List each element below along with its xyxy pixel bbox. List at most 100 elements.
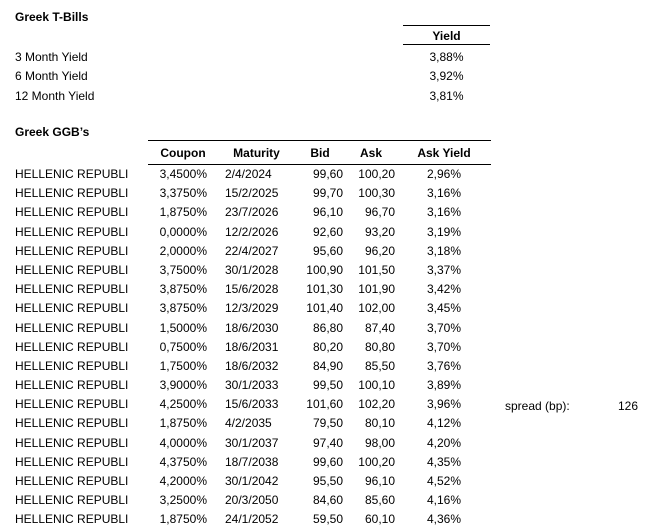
bond-bid: 84,90 (312, 358, 343, 373)
bond-bid: 99,60 (312, 167, 343, 181)
bond-ask-yield: 3,70% (426, 320, 462, 335)
bond-row: HELLENIC REPUBLI 1,8750% 4/2/2035 79,50 … (15, 414, 491, 433)
bond-bid: 100,90 (306, 262, 343, 277)
bond-maturity: 15/2/2025 (225, 186, 279, 201)
bond-ask-yield: 3,42% (426, 282, 462, 297)
tbill-row: 6 Month Yield 3,92% (0, 67, 653, 86)
bond-coupon: 1,7500% (159, 358, 207, 373)
bond-issuer: HELLENIC REPUBLI (15, 205, 129, 220)
bond-bid: 95,60 (312, 243, 343, 258)
bond-coupon: 0,0000% (159, 224, 207, 239)
bond-row: HELLENIC REPUBLI 3,2500% 20/3/2050 84,60… (15, 491, 491, 510)
tbills-yield-column-header: Yield (403, 25, 490, 45)
bond-ask-yield: 3,45% (426, 301, 462, 316)
tbills-rows: 3 Month Yield 3,88% 6 Month Yield 3,92% … (0, 48, 653, 106)
bond-row: HELLENIC REPUBLI 4,0000% 30/1/2037 97,40… (15, 434, 491, 453)
bond-issuer: HELLENIC REPUBLI (15, 493, 129, 508)
bond-coupon: 4,2500% (159, 397, 207, 412)
bond-ask-yield: 3,19% (426, 224, 462, 239)
bond-coupon: 3,8750% (159, 301, 207, 316)
bond-bid: 95,50 (312, 474, 343, 488)
bond-maturity: 15/6/2033 (225, 397, 279, 412)
bond-row: HELLENIC REPUBLI 3,8750% 12/3/2029 101,4… (15, 299, 491, 318)
spread-annotation: spread (bp): 126 (505, 397, 638, 416)
tbill-yield-value: 3,88% (429, 50, 464, 64)
bond-maturity: 24/1/2052 (225, 512, 279, 527)
bond-ask: 85,50 (364, 358, 395, 373)
bond-coupon: 1,8750% (159, 512, 207, 527)
bond-ask-yield: 3,89% (426, 378, 462, 393)
column-header-maturity: Maturity (218, 140, 295, 165)
column-header-ask-yield: Ask Yield (397, 140, 491, 165)
bond-maturity: 20/3/2050 (225, 493, 279, 508)
ggbs-section-title: Greek GGB’s (15, 125, 90, 139)
bond-ask: 102,00 (358, 301, 395, 316)
bond-row: HELLENIC REPUBLI 3,9000% 30/1/2033 99,50… (15, 376, 491, 395)
bond-row: HELLENIC REPUBLI 2,0000% 22/4/2027 95,60… (15, 242, 491, 261)
bond-coupon: 4,2000% (159, 474, 207, 488)
column-header-bid: Bid (295, 140, 345, 165)
tbill-yield-value: 3,81% (429, 88, 464, 103)
bond-ask-yield: 3,76% (426, 358, 462, 373)
bond-row: HELLENIC REPUBLI 1,5000% 18/6/2030 86,80… (15, 319, 491, 338)
ggbs-table-body: HELLENIC REPUBLI 3,4500% 2/4/2024 99,60 … (15, 165, 491, 530)
bond-issuer: HELLENIC REPUBLI (15, 512, 129, 527)
tbills-section-title: Greek T-Bills (15, 10, 89, 24)
bond-coupon: 4,3750% (159, 454, 207, 469)
ggbs-bond-table: Coupon Maturity Bid Ask Ask Yield HELLEN… (15, 140, 491, 530)
bond-ask-yield: 2,96% (426, 167, 462, 181)
bond-issuer: HELLENIC REPUBLI (15, 167, 129, 181)
tbill-row: 12 Month Yield 3,81% (0, 87, 653, 106)
bond-row: HELLENIC REPUBLI 4,2500% 15/6/2033 101,6… (15, 395, 491, 414)
bond-issuer: HELLENIC REPUBLI (15, 262, 129, 277)
bond-row: HELLENIC REPUBLI 1,7500% 18/6/2032 84,90… (15, 357, 491, 376)
bond-coupon: 1,5000% (159, 320, 207, 335)
bond-bid: 101,40 (306, 301, 343, 316)
bond-bid: 59,50 (312, 512, 343, 527)
bond-issuer: HELLENIC REPUBLI (15, 435, 129, 450)
bond-ask: 102,20 (358, 397, 395, 412)
bond-bid: 86,80 (312, 320, 343, 335)
bond-ask: 96,20 (364, 243, 395, 258)
bond-ask-yield: 4,35% (426, 454, 462, 469)
bond-coupon: 3,8750% (159, 282, 207, 297)
bond-issuer: HELLENIC REPUBLI (15, 224, 129, 239)
bond-coupon: 0,7500% (159, 339, 207, 354)
bond-ask: 100,30 (358, 186, 395, 201)
bond-bid: 97,40 (312, 435, 343, 450)
bond-issuer: HELLENIC REPUBLI (15, 397, 129, 412)
bond-ask: 98,00 (364, 435, 395, 450)
bond-issuer: HELLENIC REPUBLI (15, 358, 129, 373)
bond-coupon: 1,8750% (159, 416, 207, 431)
bond-maturity: 30/1/2033 (225, 378, 279, 393)
tbill-yield-value: 3,92% (429, 69, 464, 84)
bond-maturity: 15/6/2028 (225, 282, 279, 297)
column-header-issuer (15, 140, 148, 165)
bond-ask: 80,10 (364, 416, 395, 431)
bond-maturity: 4/2/2035 (225, 416, 272, 431)
bond-ask-yield: 4,16% (426, 493, 462, 508)
column-header-ask: Ask (345, 140, 397, 165)
bond-maturity: 22/4/2027 (225, 243, 279, 258)
bond-ask-yield: 3,37% (426, 262, 462, 277)
bond-ask: 100,20 (358, 167, 395, 181)
bond-coupon: 2,0000% (159, 243, 207, 258)
bond-coupon: 3,4500% (159, 167, 207, 181)
bond-maturity: 30/1/2037 (225, 435, 279, 450)
bond-issuer: HELLENIC REPUBLI (15, 243, 129, 258)
bond-row: HELLENIC REPUBLI 3,7500% 30/1/2028 100,9… (15, 261, 491, 280)
ggbs-table-header-row: Coupon Maturity Bid Ask Ask Yield (15, 140, 491, 165)
bond-ask: 87,40 (364, 320, 395, 335)
bond-maturity: 2/4/2024 (225, 167, 272, 181)
bond-row: HELLENIC REPUBLI 3,3750% 15/2/2025 99,70… (15, 184, 491, 203)
bond-issuer: HELLENIC REPUBLI (15, 320, 129, 335)
bond-maturity: 30/1/2028 (225, 262, 279, 277)
bond-coupon: 3,2500% (159, 493, 207, 508)
bond-issuer: HELLENIC REPUBLI (15, 454, 129, 469)
bond-row: HELLENIC REPUBLI 0,0000% 12/2/2026 92,60… (15, 223, 491, 242)
bond-ask: 60,10 (364, 512, 395, 527)
bond-row: HELLENIC REPUBLI 4,3750% 18/7/2038 99,60… (15, 453, 491, 472)
bond-row: HELLENIC REPUBLI 1,8750% 24/1/2052 59,50… (15, 510, 491, 529)
bond-bid: 96,10 (312, 205, 343, 220)
bond-coupon: 3,7500% (159, 262, 207, 277)
